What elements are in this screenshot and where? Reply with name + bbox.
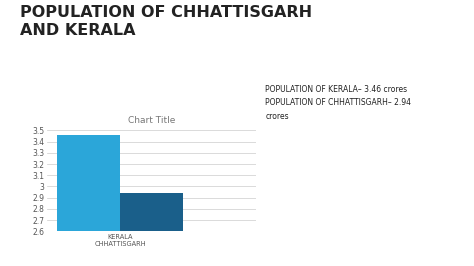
Bar — [57, 135, 120, 266]
Text: POPULATION OF CHHATTISGARH
AND KERALA: POPULATION OF CHHATTISGARH AND KERALA — [19, 5, 312, 38]
Text: POPULATION OF KERALA– 3.46 crores
POPULATION OF CHHATTISGARH– 2.94
crores: POPULATION OF KERALA– 3.46 crores POPULA… — [265, 85, 411, 120]
Title: Chart Title: Chart Title — [128, 117, 175, 125]
Bar — [120, 193, 183, 266]
